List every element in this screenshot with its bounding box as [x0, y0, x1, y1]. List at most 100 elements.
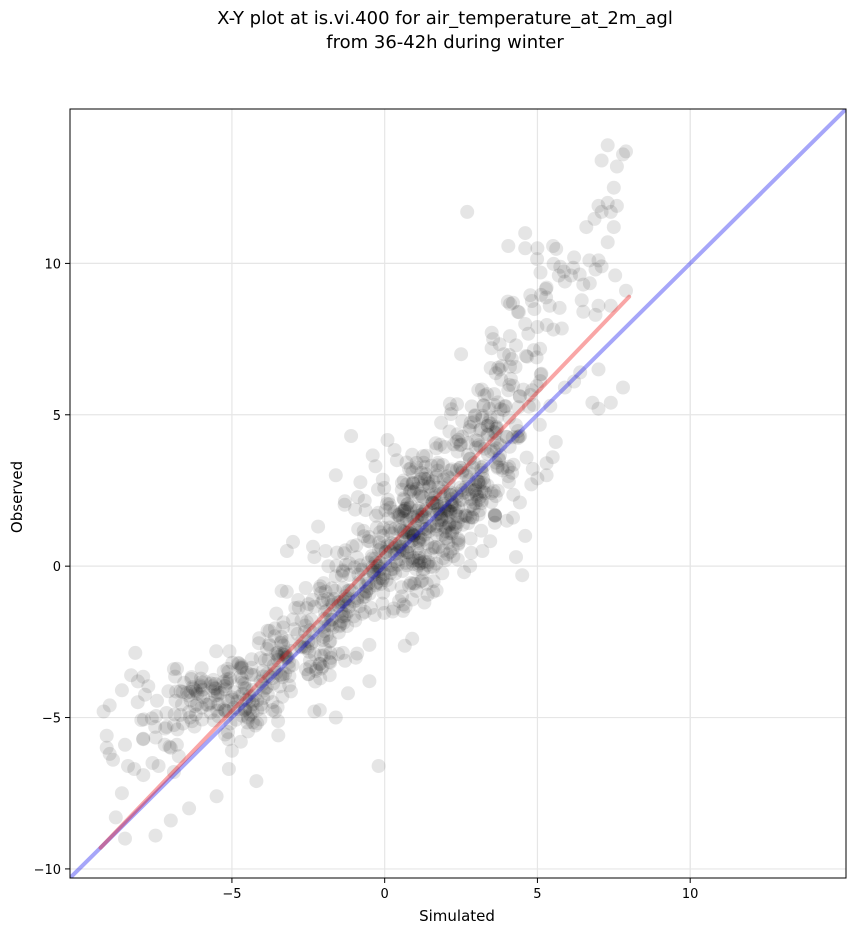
data-point [489, 441, 504, 456]
data-point [609, 198, 624, 213]
data-point [509, 550, 523, 565]
data-point [609, 159, 624, 174]
data-point [616, 147, 630, 162]
data-point [406, 557, 420, 571]
data-point [474, 460, 489, 475]
data-point [450, 509, 465, 524]
data-point [279, 584, 294, 599]
data-point [350, 490, 365, 505]
data-point [415, 510, 430, 525]
data-point [419, 501, 434, 516]
data-point [469, 487, 484, 502]
data-point [227, 685, 242, 700]
data-point [281, 634, 296, 648]
y-tick-label: −10 [34, 863, 61, 878]
data-point [502, 439, 517, 454]
data-point [303, 659, 318, 674]
data-point [385, 604, 400, 619]
data-point [462, 451, 477, 466]
data-point [159, 719, 174, 734]
data-point [443, 505, 458, 519]
data-point [481, 415, 496, 430]
data-point [136, 669, 151, 684]
data-point [458, 508, 473, 523]
data-point [370, 559, 385, 574]
data-point [588, 307, 603, 322]
data-point [390, 557, 405, 572]
data-point [436, 472, 451, 487]
data-point [358, 589, 372, 604]
data-points [96, 138, 633, 846]
data-point [331, 647, 346, 661]
data-point [320, 603, 335, 618]
data-point [398, 525, 413, 540]
data-point [199, 697, 214, 712]
data-point [241, 711, 256, 726]
data-point [443, 407, 458, 422]
data-point [369, 575, 384, 589]
data-point [274, 635, 288, 650]
data-point [167, 707, 182, 722]
data-point [539, 280, 554, 295]
data-point [370, 563, 385, 578]
data-point [208, 677, 223, 691]
data-point [435, 480, 450, 495]
data-point [502, 329, 517, 344]
data-point [450, 444, 465, 459]
data-point [216, 674, 231, 689]
data-point [342, 556, 357, 571]
data-point [410, 503, 425, 518]
data-point [166, 765, 181, 779]
data-point [341, 686, 355, 701]
data-point [461, 447, 475, 462]
data-point [450, 515, 465, 530]
data-point [484, 341, 499, 356]
data-point [444, 526, 459, 541]
data-point [300, 640, 315, 655]
data-point [463, 510, 478, 525]
data-point [501, 383, 516, 398]
data-point [484, 444, 498, 459]
data-point [473, 475, 488, 490]
data-point [396, 603, 410, 618]
data-point [429, 522, 444, 537]
data-point [368, 578, 383, 593]
data-point [265, 695, 280, 710]
data-point [239, 665, 254, 680]
data-point [488, 366, 503, 381]
data-point [318, 642, 333, 657]
data-point [412, 554, 427, 569]
data-point [280, 650, 295, 665]
data-point [429, 556, 444, 571]
data-point [369, 520, 384, 535]
data-point [256, 683, 271, 698]
data-point [493, 448, 507, 463]
data-point [488, 455, 503, 470]
data-point [265, 703, 280, 717]
data-point [218, 727, 232, 742]
data-point [412, 546, 427, 561]
data-point [271, 728, 286, 743]
data-point [193, 687, 208, 702]
data-point [221, 664, 236, 679]
data-point [184, 670, 199, 685]
data-point [298, 662, 313, 677]
data-point [500, 294, 515, 309]
data-point [468, 408, 482, 423]
data-point [148, 828, 163, 843]
data-point [383, 500, 398, 515]
data-point [390, 546, 404, 561]
data-point [470, 433, 485, 448]
data-point [458, 508, 473, 523]
data-point [114, 786, 129, 801]
data-point [500, 461, 515, 476]
data-point [412, 532, 427, 547]
data-point [403, 498, 418, 513]
data-point [450, 531, 465, 546]
data-point [424, 503, 439, 518]
data-point [344, 429, 359, 443]
data-point [435, 566, 450, 581]
data-point [442, 518, 457, 533]
data-point [494, 372, 509, 387]
data-point [448, 506, 463, 521]
